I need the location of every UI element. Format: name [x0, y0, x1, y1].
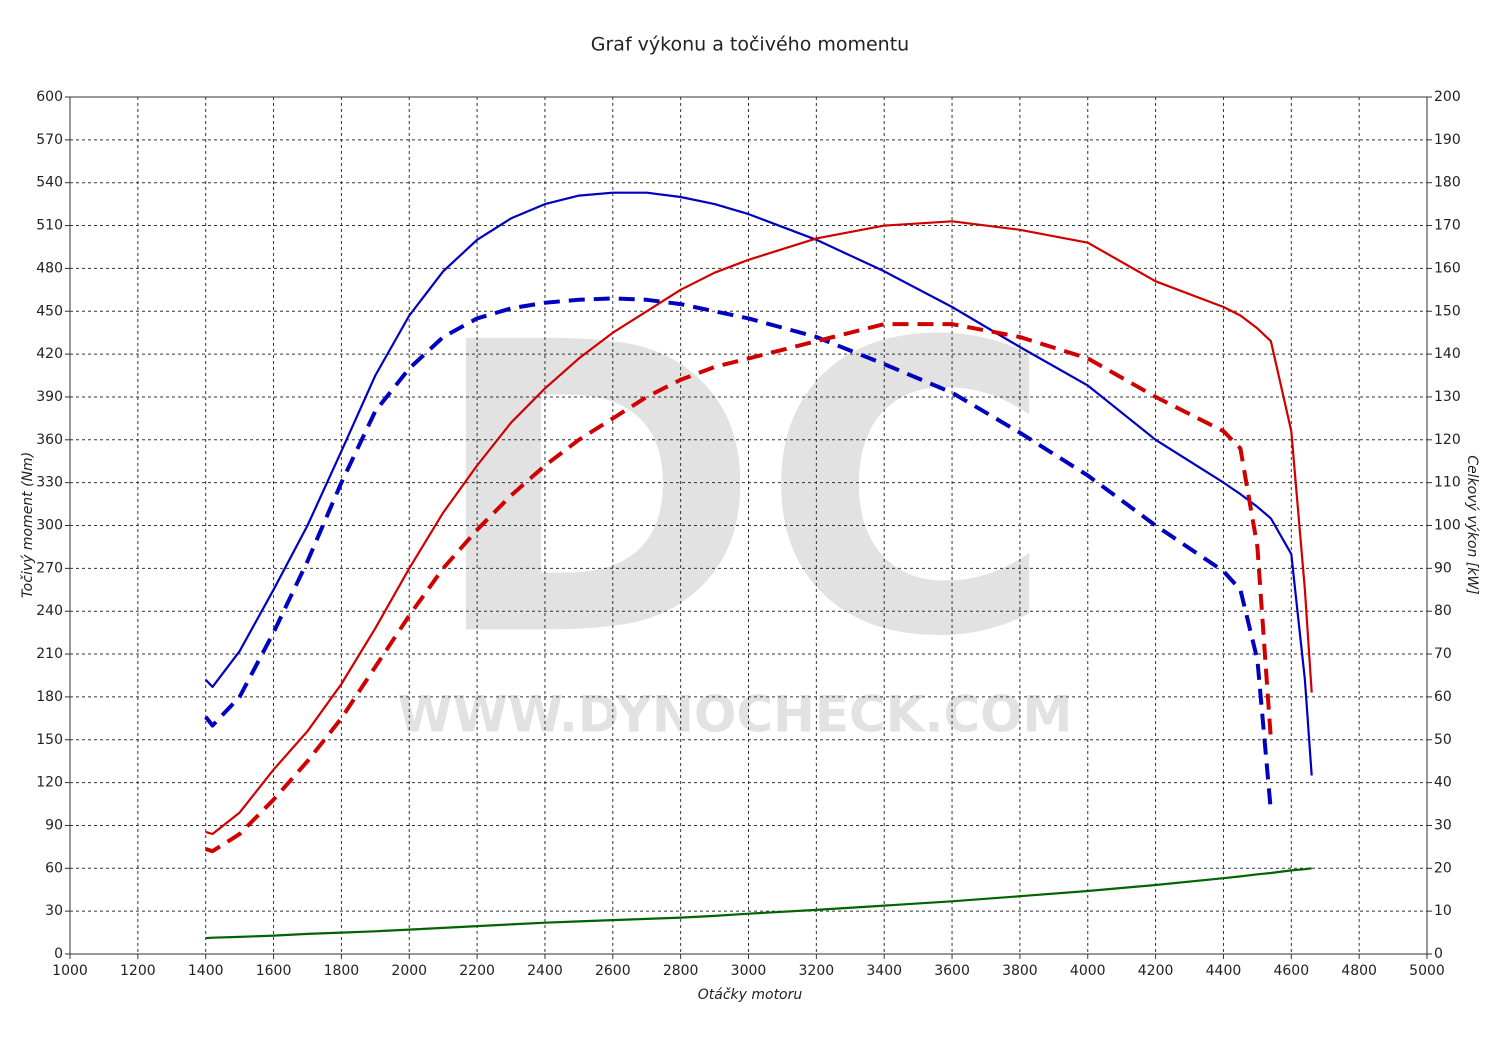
- y2-tick-label: 140: [1434, 346, 1461, 362]
- y2-tick-label: 70: [1434, 646, 1452, 662]
- y2-tick-label: 40: [1434, 775, 1452, 791]
- x-tick-label: 3400: [866, 963, 902, 979]
- y2-tick-label: 130: [1434, 389, 1461, 405]
- y-tick-label: 600: [36, 89, 63, 105]
- y2-tick-label: 160: [1434, 260, 1461, 276]
- series-line: [204, 296, 1273, 812]
- y-tick-label: 120: [36, 775, 63, 791]
- x-tick-label: 1800: [324, 963, 360, 979]
- y-tick-label: 60: [45, 860, 63, 876]
- y2-tick-label: 10: [1434, 903, 1452, 919]
- y2-tick-label: 60: [1434, 689, 1452, 705]
- y2-tick-label: 180: [1434, 175, 1461, 191]
- chart-title: Graf výkonu a točivého momentu: [591, 34, 909, 56]
- y-tick-label: 0: [54, 946, 63, 962]
- series-line: [204, 191, 1313, 776]
- x-tick-label: 5000: [1409, 963, 1445, 979]
- x-tick-label: 4600: [1273, 963, 1309, 979]
- x-tick-label: 1200: [120, 963, 156, 979]
- series-line: [205, 867, 1312, 940]
- y2-tick-label: 120: [1434, 432, 1461, 448]
- y2-axis-label: Celkový výkon [kW]: [1464, 455, 1480, 594]
- y-tick-label: 210: [36, 646, 63, 662]
- y-tick-label: 300: [36, 518, 63, 534]
- x-tick-label: 3200: [799, 963, 835, 979]
- y-tick-label: 150: [36, 732, 63, 748]
- series-line: [205, 322, 1273, 854]
- x-tick-label: 4200: [1138, 963, 1174, 979]
- x-tick-label: 2600: [595, 963, 631, 979]
- y2-tick-label: 50: [1434, 732, 1452, 748]
- y2-tick-label: 100: [1434, 518, 1461, 534]
- y2-tick-label: 200: [1434, 89, 1461, 105]
- y2-tick-label: 30: [1434, 817, 1452, 833]
- watermark: DC: [429, 259, 1055, 724]
- y-tick-label: 420: [36, 346, 63, 362]
- y-tick-label: 30: [45, 903, 63, 919]
- y2-tick-label: 170: [1434, 218, 1461, 234]
- x-tick-label: 1600: [256, 963, 292, 979]
- y2-tick-label: 0: [1434, 946, 1443, 962]
- y-tick-label: 90: [45, 817, 63, 833]
- x-tick-label: 2400: [527, 963, 563, 979]
- y2-tick-label: 90: [1434, 560, 1452, 576]
- x-tick-label: 3800: [1002, 963, 1038, 979]
- y2-tick-label: 190: [1434, 132, 1461, 148]
- y-tick-label: 510: [36, 218, 63, 234]
- y-tick-label: 360: [36, 432, 63, 448]
- x-axis-label: Otáčky motoru: [698, 987, 803, 1003]
- x-tick-label: 1400: [188, 963, 224, 979]
- y-tick-label: 570: [36, 132, 63, 148]
- x-tick-label: 4800: [1341, 963, 1377, 979]
- y-tick-label: 540: [36, 175, 63, 191]
- y-tick-label: 480: [36, 260, 63, 276]
- y-tick-label: 180: [36, 689, 63, 705]
- y2-tick-label: 80: [1434, 603, 1452, 619]
- y2-tick-label: 110: [1434, 475, 1461, 491]
- x-tick-label: 2800: [663, 963, 699, 979]
- x-tick-label: 3600: [934, 963, 970, 979]
- y-tick-label: 330: [36, 475, 63, 491]
- y2-tick-label: 20: [1434, 860, 1452, 876]
- series-line: [205, 220, 1313, 836]
- y-axis-label: Točivý moment (Nm): [20, 452, 36, 598]
- y-tick-label: 450: [36, 303, 63, 319]
- plot-frame: [69, 96, 1428, 955]
- y-tick-label: 240: [36, 603, 63, 619]
- x-tick-label: 2200: [459, 963, 495, 979]
- x-tick-label: 2000: [391, 963, 427, 979]
- x-tick-label: 4000: [1070, 963, 1106, 979]
- y-tick-label: 390: [36, 389, 63, 405]
- y-tick-label: 270: [36, 560, 63, 576]
- x-tick-label: 4400: [1206, 963, 1242, 979]
- watermark-url: WWW.DYNOCHECK.COM: [398, 686, 1073, 744]
- x-tick-label: 3000: [731, 963, 767, 979]
- y2-tick-label: 150: [1434, 303, 1461, 319]
- x-tick-label: 1000: [52, 963, 88, 979]
